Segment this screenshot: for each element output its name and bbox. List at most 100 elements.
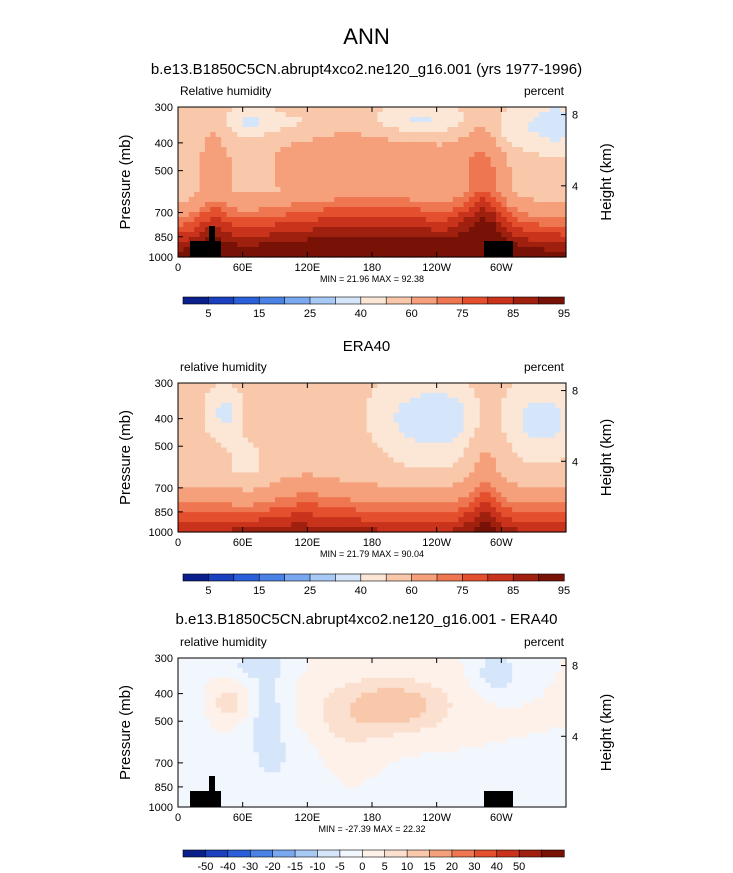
contour-cell <box>199 122 206 128</box>
contour-cell <box>178 187 184 193</box>
contour-cell <box>285 667 292 674</box>
contour-cell <box>463 212 470 218</box>
contour-cell <box>533 502 540 508</box>
contour-cell <box>409 222 416 228</box>
contour-cell <box>210 212 217 218</box>
contour-cell <box>339 447 346 454</box>
contour-cell <box>280 157 287 163</box>
contour-cell <box>404 202 411 208</box>
contour-cell <box>248 407 255 414</box>
contour-cell <box>204 497 211 503</box>
contour-cell <box>312 137 319 143</box>
contour-cell <box>404 122 411 128</box>
contour-cell <box>253 127 260 133</box>
contour-cell <box>296 152 303 158</box>
contour-cell <box>285 462 292 469</box>
contour-cell <box>301 157 308 163</box>
contour-cell <box>549 122 556 128</box>
contour-cell <box>458 437 465 444</box>
contour-cell <box>301 247 308 253</box>
contour-cell <box>237 462 244 469</box>
contour-cell <box>248 502 255 508</box>
contour-cell <box>296 457 303 464</box>
contour-cell <box>404 142 411 148</box>
contour-cell <box>560 672 567 679</box>
contour-cell <box>323 212 330 218</box>
contour-cell <box>210 147 217 153</box>
contour-cell <box>393 427 400 434</box>
contour-cell <box>533 492 540 498</box>
contour-cell <box>388 242 395 248</box>
contour-cell <box>199 167 206 173</box>
contour-cell <box>264 383 271 389</box>
contour-cell <box>512 487 519 493</box>
contour-cell <box>248 162 255 168</box>
contour-cell <box>253 507 260 513</box>
contour-cell <box>420 417 427 424</box>
contour-cell <box>226 677 233 684</box>
contour-cell <box>231 497 238 503</box>
contour-cell <box>485 142 492 148</box>
contour-cell <box>533 387 540 394</box>
contour-cell <box>409 658 416 664</box>
contour-cell <box>549 167 556 173</box>
contour-cell <box>334 207 341 213</box>
contour-cell <box>469 457 475 464</box>
contour-cell <box>533 442 540 449</box>
contour-cell <box>285 192 292 198</box>
contour-cell <box>199 692 206 699</box>
contour-cell <box>188 502 195 508</box>
contour-cell <box>377 402 384 409</box>
contour-cell <box>372 227 378 233</box>
contour-cell <box>350 677 357 684</box>
contour-cell <box>199 457 206 464</box>
contour-cell <box>398 672 405 679</box>
contour-cell <box>355 217 362 223</box>
contour-cell <box>312 127 319 133</box>
contour-cell <box>458 482 465 488</box>
contour-cell <box>248 682 255 689</box>
contour-cell <box>549 497 556 503</box>
contour-cell <box>275 127 281 133</box>
contour-cell <box>350 227 357 233</box>
contour-cell <box>539 417 546 424</box>
contour-cell <box>442 217 449 223</box>
contour-cell <box>312 658 319 664</box>
contour-cell <box>490 477 497 483</box>
contour-cell <box>280 227 287 233</box>
contour-cell <box>210 112 217 118</box>
contour-cell <box>296 507 303 513</box>
contour-cell <box>366 147 373 153</box>
contour-cell <box>533 392 540 399</box>
contour-cell <box>210 527 217 533</box>
contour-cell <box>517 658 524 664</box>
contour-cell <box>237 422 244 429</box>
contour-cell <box>409 252 416 258</box>
contour-cell <box>544 237 551 243</box>
contour-cell <box>339 242 346 248</box>
contour-cell <box>264 402 271 409</box>
contour-cell <box>345 232 352 238</box>
contour-cell <box>307 517 314 523</box>
contour-cell <box>404 137 411 143</box>
contour-cell <box>555 383 562 389</box>
contour-cell <box>382 112 389 118</box>
contour-cell <box>474 207 481 213</box>
contour-cell <box>269 482 276 488</box>
contour-cell <box>533 247 540 253</box>
contour-cell <box>393 202 400 208</box>
contour-cell <box>425 487 432 493</box>
contour-cell <box>420 207 427 213</box>
contour-cell <box>355 387 362 394</box>
contour-cell <box>323 432 330 439</box>
contour-cell <box>183 222 190 228</box>
contour-cell <box>280 437 287 444</box>
contour-cell <box>533 202 540 208</box>
contour-cell <box>204 442 211 449</box>
contour-cell <box>366 412 373 419</box>
contour-cell <box>253 162 260 168</box>
contour-cell <box>442 402 449 409</box>
contour-cell <box>350 122 357 128</box>
contour-cell <box>447 687 454 694</box>
contour-cell <box>226 172 233 178</box>
